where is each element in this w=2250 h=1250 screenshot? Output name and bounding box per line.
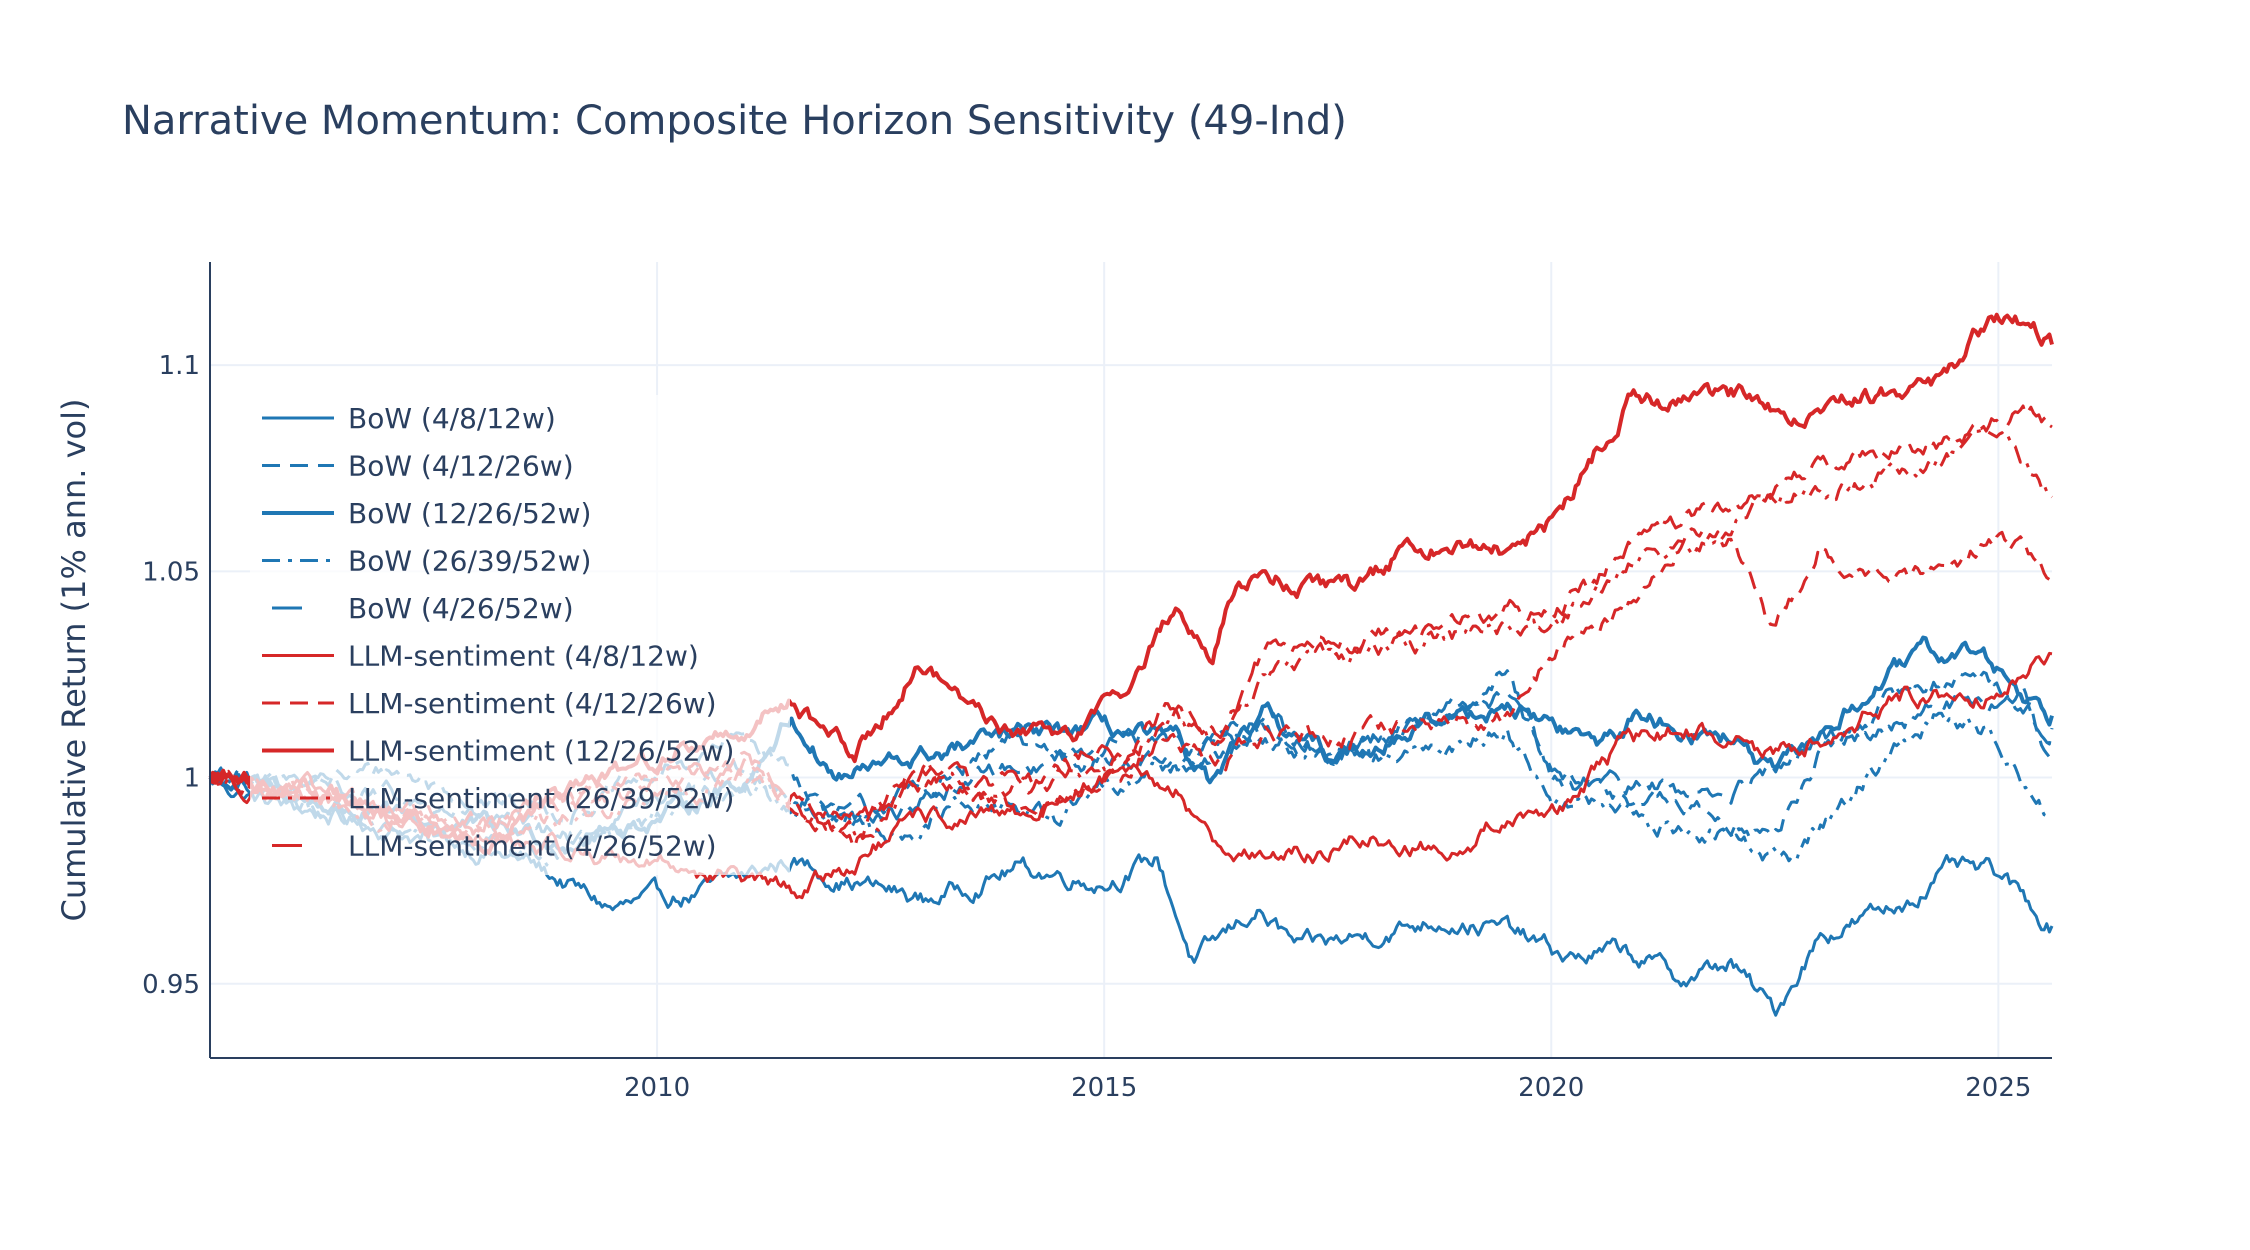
- x-tick-label: 2020: [1518, 1073, 1584, 1103]
- series-line: [208, 428, 2053, 841]
- x-tick-label: 2025: [1965, 1073, 2031, 1103]
- legend-label: BoW (4/12/26w): [348, 450, 574, 483]
- legend-label: BoW (4/8/12w): [348, 402, 556, 435]
- legend-label: LLM-sentiment (26/39/52w): [348, 782, 734, 815]
- y-axis-title: Cumulative Return (1% ann. vol): [55, 399, 93, 922]
- chart-title: Narrative Momentum: Composite Horizon Se…: [122, 98, 1347, 144]
- legend-label: LLM-sentiment (12/26/52w): [348, 735, 734, 768]
- y-tick-label: 1: [183, 764, 200, 794]
- legend-label: BoW (26/39/52w): [348, 545, 591, 578]
- x-tick-label: 2015: [1071, 1073, 1137, 1103]
- y-tick-label: 1.05: [142, 557, 200, 587]
- legend-label: LLM-sentiment (4/8/12w): [348, 640, 699, 673]
- legend-label: LLM-sentiment (4/12/26w): [348, 687, 717, 720]
- x-tick-label: 2010: [624, 1073, 690, 1103]
- legend-background: [250, 395, 790, 875]
- legend-label: BoW (12/26/52w): [348, 497, 591, 530]
- legend: BoW (4/8/12w) BoW (4/12/26w) BoW (12/26/52…: [262, 402, 734, 863]
- y-tick-label: 1.1: [159, 351, 200, 381]
- legend-label: BoW (4/26/52w): [348, 592, 574, 625]
- y-tick-label: 0.95: [142, 970, 200, 1000]
- series-line: [208, 527, 2054, 849]
- axes: [209, 262, 2052, 1059]
- tick-labels: 2010 2015 2020 2025 0.95 1 1.05 1.1: [142, 351, 2031, 1103]
- legend-label: LLM-sentiment (4/26/52w): [348, 830, 717, 863]
